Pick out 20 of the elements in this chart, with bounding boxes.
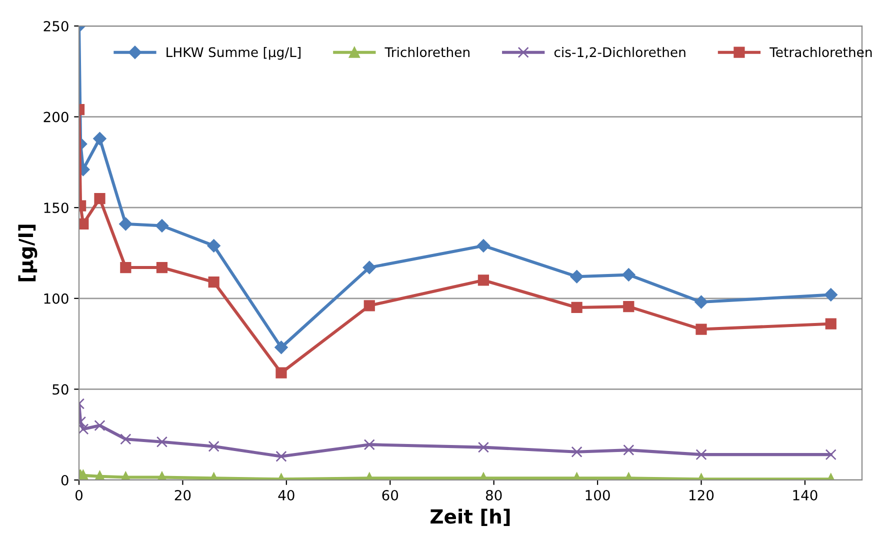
x-tick-label: 80	[486, 490, 502, 500]
y-tick-label: 50	[52, 384, 68, 395]
x-tick-label: 60	[382, 490, 398, 500]
legend-label: LHKW Summe [µg/L]	[166, 46, 300, 60]
legend-label: cis-1,2-Dichlorethen	[554, 46, 686, 59]
legend-label: Trichlorethen	[384, 46, 470, 58]
legend-label: Tetrachlorethen	[770, 46, 872, 58]
x-axis-title: Zeit [h]	[430, 508, 510, 526]
x-tick-label: 40	[278, 490, 294, 500]
y-tick-label: 0	[61, 474, 68, 486]
x-tick-label: 120	[690, 490, 714, 500]
x-tick-label: 140	[793, 490, 818, 500]
x-tick-label: 100	[586, 490, 610, 500]
y-tick-label: 200	[44, 112, 68, 122]
y-tick-label: 100	[44, 293, 68, 304]
y-tick-label: 250	[44, 20, 68, 32]
y-axis-title: [µg/l]	[18, 224, 38, 282]
x-tick-label: 0	[75, 490, 82, 500]
y-tick-label: 150	[44, 202, 68, 214]
x-tick-label: 20	[174, 490, 191, 500]
